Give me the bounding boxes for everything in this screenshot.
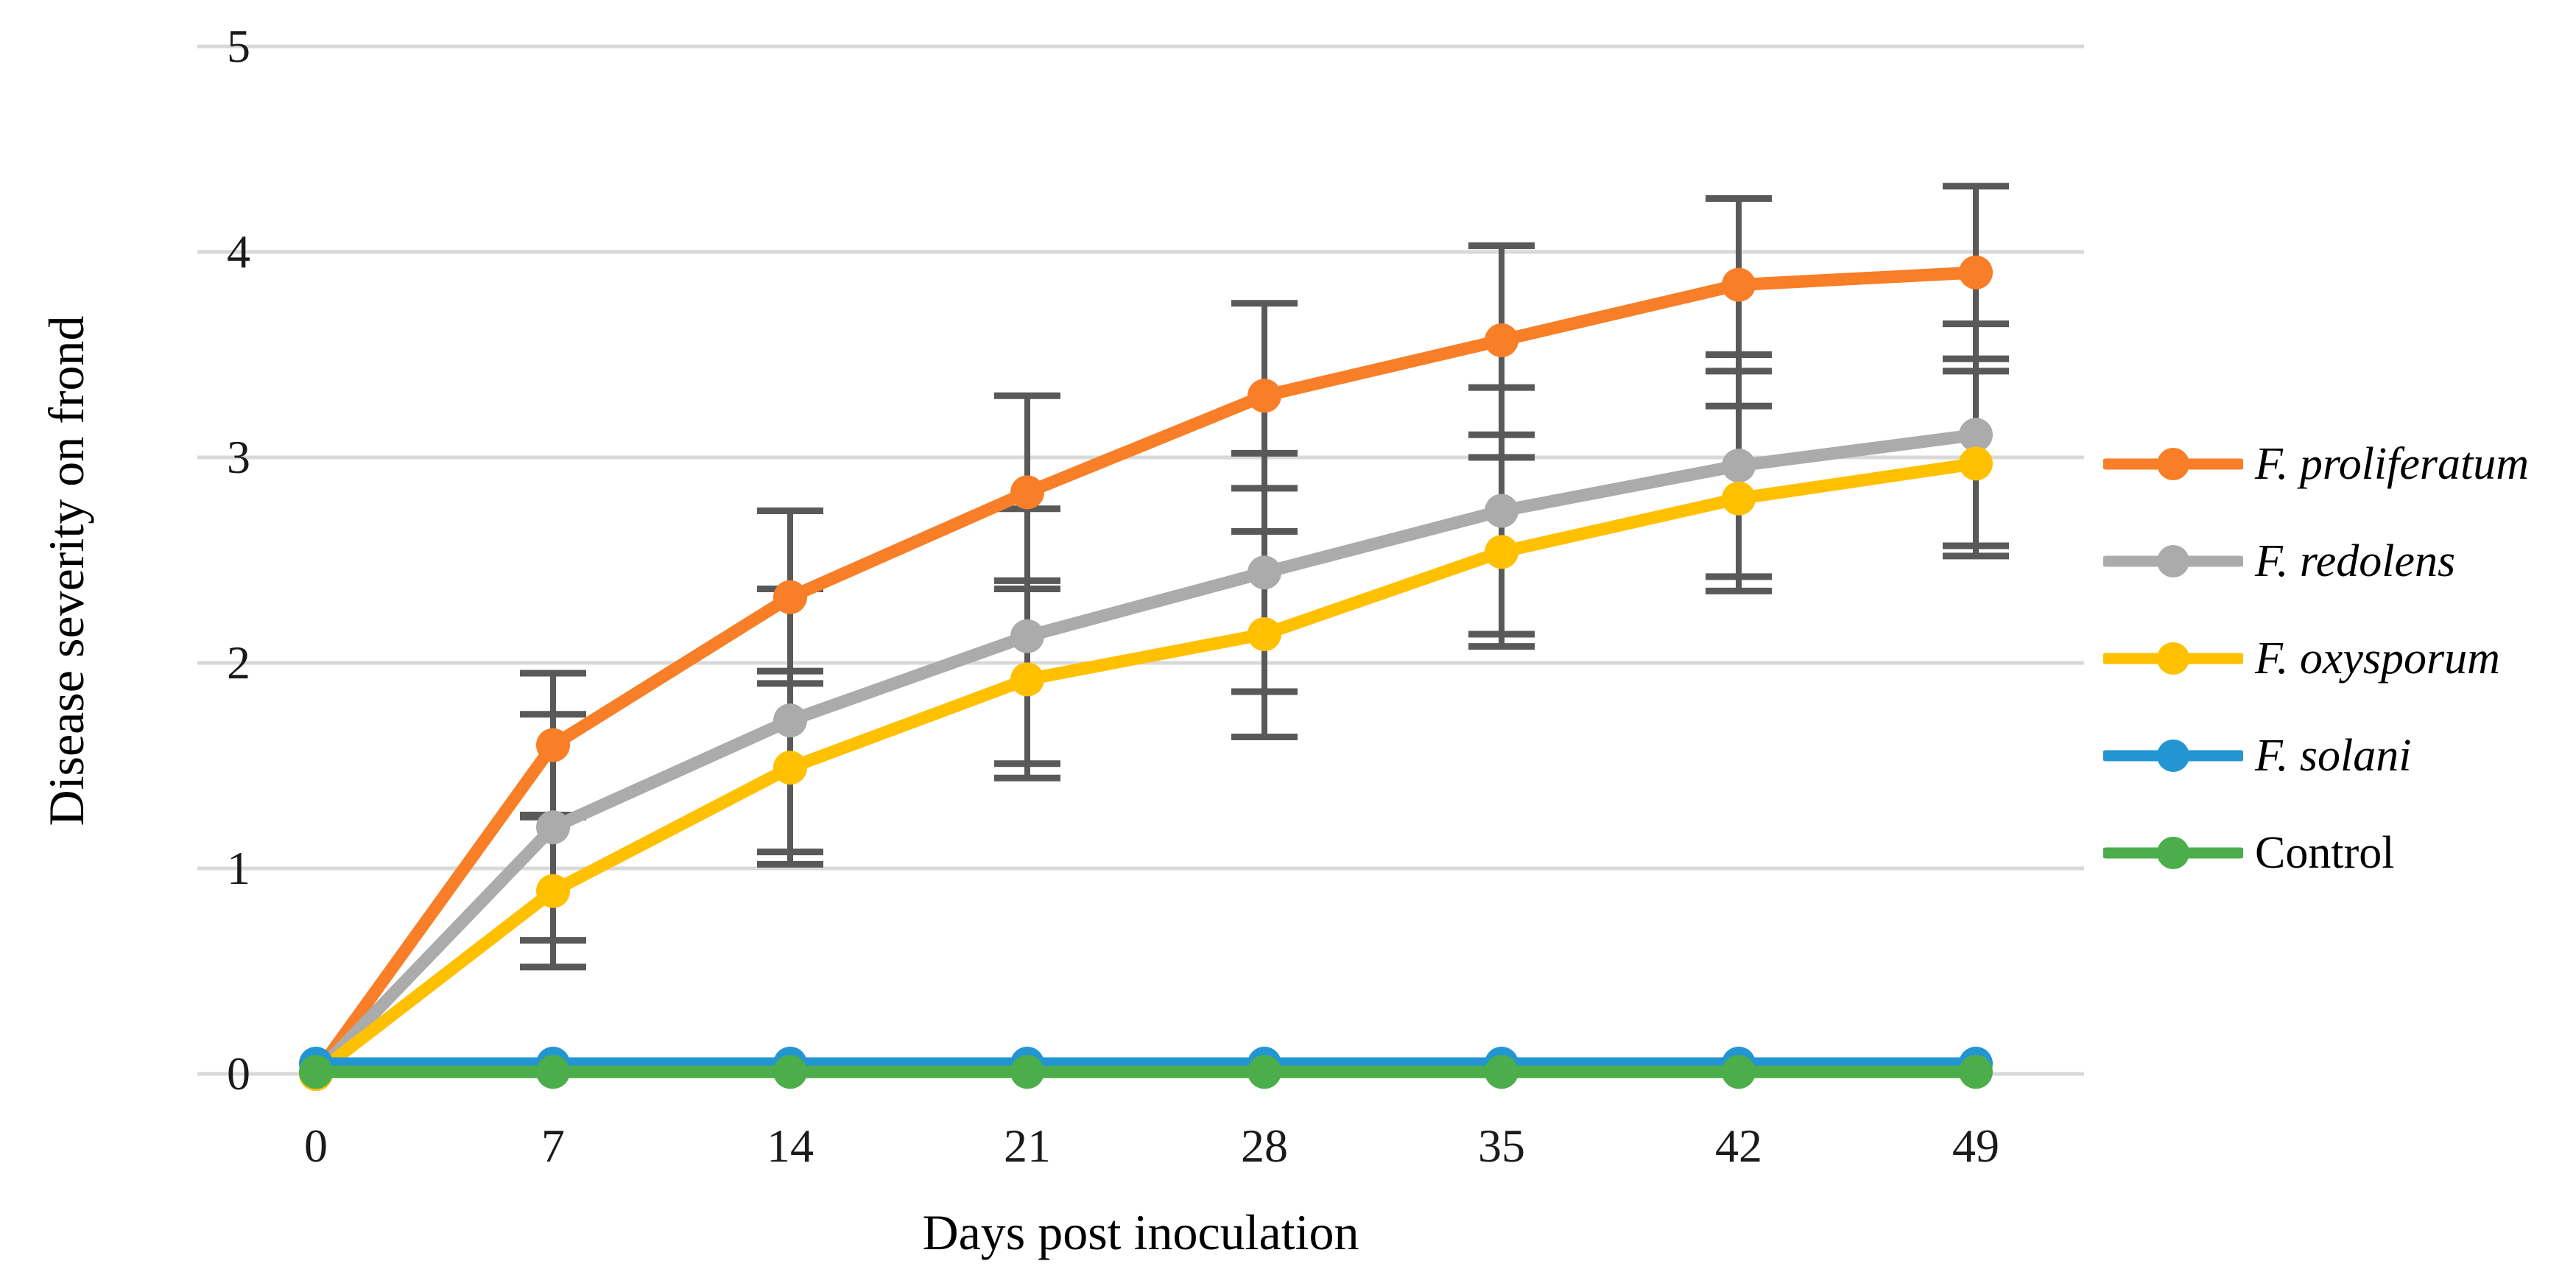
y-axis-title: Disease severity on frond [38, 315, 94, 826]
y-tick-label-0: 0 [227, 1047, 250, 1100]
data-point-f-oxysporum-day-35 [1485, 535, 1518, 569]
legend-label-f-proliferatum: F. proliferatum [2255, 438, 2530, 489]
x-tick-label-49: 49 [1952, 1120, 1999, 1172]
data-point-f-oxysporum-day-7 [536, 874, 570, 908]
data-point-f-redolens-day-14 [773, 703, 807, 738]
x-tick-label-35: 35 [1478, 1120, 1525, 1172]
legend-item-f-proliferatum: F. proliferatum [2103, 424, 2529, 505]
legend-item-control: Control [2103, 812, 2394, 893]
legend-dot [2157, 642, 2189, 675]
legend-label-f-oxysporum: F. oxysporum [2255, 633, 2500, 684]
legend-marker-f-redolens [2103, 545, 2243, 577]
gridlines [197, 44, 2084, 1076]
data-point-f-redolens-day-21 [1010, 619, 1044, 653]
series-control [299, 1055, 1993, 1089]
legend-marker-f-solani [2103, 740, 2243, 772]
legend-item-f-oxysporum: F. oxysporum [2103, 618, 2500, 699]
series-line-f-oxysporum [309, 457, 1982, 1081]
series-f-redolens [299, 418, 1993, 1091]
x-axis-title: Days post inoculation [922, 1204, 1359, 1260]
data-point-control-day-7 [536, 1055, 570, 1089]
series-f-oxysporum [299, 446, 1993, 1091]
legend-marker-control [2103, 837, 2243, 869]
series-line-f-proliferatum [309, 266, 1982, 1081]
data-point-f-redolens-day-35 [1485, 494, 1518, 528]
data-point-f-oxysporum-day-42 [1722, 481, 1756, 516]
x-tick-label-42: 42 [1715, 1120, 1762, 1172]
data-point-f-oxysporum-day-28 [1247, 617, 1281, 651]
data-point-f-oxysporum-day-14 [773, 751, 807, 785]
data-point-control-day-14 [773, 1055, 807, 1089]
x-tick-label-7: 7 [541, 1120, 565, 1172]
legend-dot [2157, 448, 2189, 480]
data-point-f-proliferatum-day-49 [1959, 255, 1993, 289]
data-point-control-day-35 [1485, 1055, 1518, 1089]
x-tick-label-21: 21 [1004, 1120, 1051, 1172]
y-tick-label-5: 5 [227, 20, 250, 72]
series-line-f-redolens [309, 428, 1982, 1081]
data-point-f-redolens-day-7 [536, 810, 570, 845]
data-point-control-day-49 [1959, 1055, 1993, 1089]
data-point-f-redolens-day-49 [1959, 418, 1993, 452]
legend-marker-f-oxysporum [2103, 642, 2243, 675]
y-tick-label-4: 4 [227, 225, 250, 278]
y-tick-label-2: 2 [227, 636, 250, 689]
legend-dot [2157, 837, 2189, 869]
legend-label-control: Control [2255, 827, 2395, 878]
legend-dot [2157, 740, 2189, 772]
data-point-control-day-28 [1247, 1055, 1281, 1089]
data-point-f-proliferatum-day-21 [1010, 475, 1044, 510]
x-tick-label-0: 0 [304, 1120, 328, 1172]
legend-label-f-solani: F. solani [2255, 730, 2412, 781]
data-point-f-proliferatum-day-28 [1247, 379, 1281, 413]
y-tick-label-1: 1 [227, 842, 250, 894]
data-point-f-redolens-day-28 [1247, 555, 1281, 590]
data-point-f-oxysporum-day-49 [1959, 446, 1993, 481]
legend-label-f-redolens: F. redolens [2255, 535, 2456, 586]
data-point-f-proliferatum-day-7 [536, 728, 570, 762]
y-tick-label-3: 3 [227, 431, 250, 483]
x-tick-label-28: 28 [1241, 1120, 1288, 1172]
data-point-f-proliferatum-day-14 [773, 580, 807, 614]
data-point-f-proliferatum-day-35 [1485, 323, 1518, 357]
data-point-control-day-0 [299, 1055, 333, 1089]
data-point-f-proliferatum-day-42 [1722, 267, 1756, 302]
data-point-f-oxysporum-day-21 [1010, 662, 1044, 697]
legend-dot [2157, 545, 2189, 577]
x-tick-label-14: 14 [767, 1120, 814, 1172]
data-point-f-redolens-day-42 [1722, 449, 1756, 483]
data-point-control-day-42 [1722, 1055, 1756, 1089]
legend-item-f-solani: F. solani [2103, 715, 2411, 796]
legend-item-f-redolens: F. redolens [2103, 521, 2455, 602]
data-point-control-day-21 [1010, 1055, 1044, 1089]
legend-marker-f-proliferatum [2103, 448, 2243, 480]
